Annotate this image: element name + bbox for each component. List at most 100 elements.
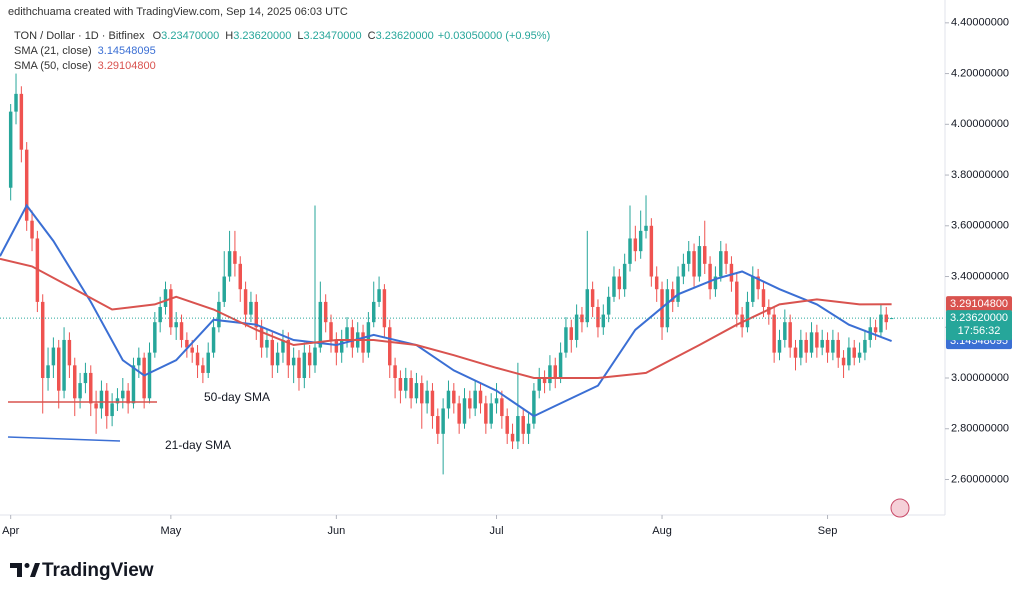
- candle-body: [190, 347, 194, 353]
- candle-body: [526, 423, 531, 434]
- candle-body: [307, 352, 312, 366]
- candle-body: [489, 403, 493, 424]
- candle-body: [153, 322, 157, 353]
- candle-body: [719, 251, 723, 277]
- candle-body: [713, 276, 718, 290]
- candle-body: [414, 383, 419, 399]
- candle-body: [201, 365, 205, 373]
- candle-body: [19, 93, 24, 150]
- legend-value: 3.29104800: [98, 60, 156, 72]
- candle-body: [697, 246, 702, 277]
- x-tick-label: Sep: [818, 525, 838, 537]
- candle-body: [339, 339, 344, 353]
- sma-line: [0, 257, 892, 379]
- brand: TradingView: [42, 560, 154, 581]
- candle-body: [163, 289, 168, 307]
- candle-body: [350, 327, 355, 348]
- plot-area: [0, 73, 945, 475]
- candle-body: [404, 378, 408, 391]
- candle-body: [462, 398, 467, 424]
- candle-body: [345, 327, 349, 340]
- candle-body: [286, 339, 291, 366]
- candle-body: [564, 327, 568, 353]
- candle-body: [521, 416, 525, 434]
- candle-body: [665, 289, 670, 328]
- y-tick-label: 3.80000000: [951, 169, 1009, 181]
- candle-body: [430, 390, 435, 417]
- candle-body: [558, 352, 563, 379]
- annotation-line: [7, 436, 121, 442]
- candle-body: [147, 352, 152, 399]
- candle-body: [457, 403, 461, 424]
- candle-body: [105, 390, 109, 417]
- candle-body: [67, 339, 72, 366]
- candle-body: [446, 390, 451, 409]
- candle-body: [553, 365, 557, 379]
- candle-body: [815, 332, 819, 348]
- candle-body: [644, 225, 648, 231]
- icon: [890, 498, 910, 518]
- candle-body: [879, 314, 883, 333]
- candle-body: [99, 390, 104, 409]
- price-badge: [946, 310, 1012, 341]
- candle-body: [670, 289, 675, 302]
- candle-body: [622, 263, 627, 290]
- candle-body: [863, 339, 867, 353]
- legend-name: SMA (21, close): [14, 45, 92, 57]
- candle-body: [409, 378, 413, 399]
- candle-body: [516, 416, 520, 442]
- candle-body: [751, 276, 755, 302]
- candle-body: [14, 93, 18, 112]
- candle-body: [302, 352, 307, 379]
- candle-body: [436, 416, 440, 434]
- candle-body: [825, 339, 830, 353]
- candle-body: [686, 251, 691, 264]
- credit: edithchuama created with TradingView.com…: [8, 6, 348, 18]
- candle-body: [772, 314, 776, 353]
- candle-body: [884, 314, 889, 323]
- candle-body: [131, 365, 136, 404]
- candle-body: [110, 403, 114, 417]
- y-tick-label: 2.60000000: [951, 473, 1009, 485]
- y-tick-label: 3.60000000: [951, 220, 1009, 232]
- candle-body: [729, 263, 734, 282]
- candle-body: [217, 301, 221, 328]
- y-tick-label: 4.40000000: [951, 17, 1009, 29]
- candle-body: [291, 357, 296, 366]
- candle-body: [761, 289, 766, 307]
- candle-body: [377, 289, 381, 302]
- candle-body: [473, 390, 477, 409]
- x-tick-label: Jun: [327, 525, 345, 537]
- candle-body: [40, 301, 45, 379]
- candle-body: [617, 276, 622, 290]
- candle-body: [590, 289, 595, 307]
- candle-body: [484, 403, 488, 424]
- candle-body: [62, 339, 66, 391]
- candle-body: [793, 347, 798, 358]
- ohlc-key: L: [297, 30, 303, 42]
- candle-body: [756, 276, 760, 290]
- ohlc-value: 3.23620000: [233, 30, 291, 42]
- candle-body: [366, 322, 371, 353]
- candle-body: [243, 289, 248, 315]
- x-tick-label: Apr: [2, 525, 19, 537]
- x-tick-label: May: [160, 525, 181, 537]
- candle-body: [452, 390, 456, 404]
- x-tick-label: Aug: [652, 525, 672, 537]
- candle-body: [73, 365, 77, 399]
- candle-body: [873, 327, 878, 333]
- candle-body: [281, 339, 285, 353]
- candle-body: [836, 339, 840, 358]
- candle-body: [334, 339, 339, 353]
- candle-body: [745, 301, 750, 328]
- candle-body: [83, 372, 88, 384]
- symbol: TON / Dollar · 1D · Bitfinex: [14, 30, 145, 42]
- candle-body: [569, 327, 574, 340]
- candle-body: [318, 301, 323, 348]
- y-tick-label: 3.00000000: [951, 372, 1009, 384]
- candle-body: [121, 390, 125, 399]
- candle-body: [393, 365, 397, 379]
